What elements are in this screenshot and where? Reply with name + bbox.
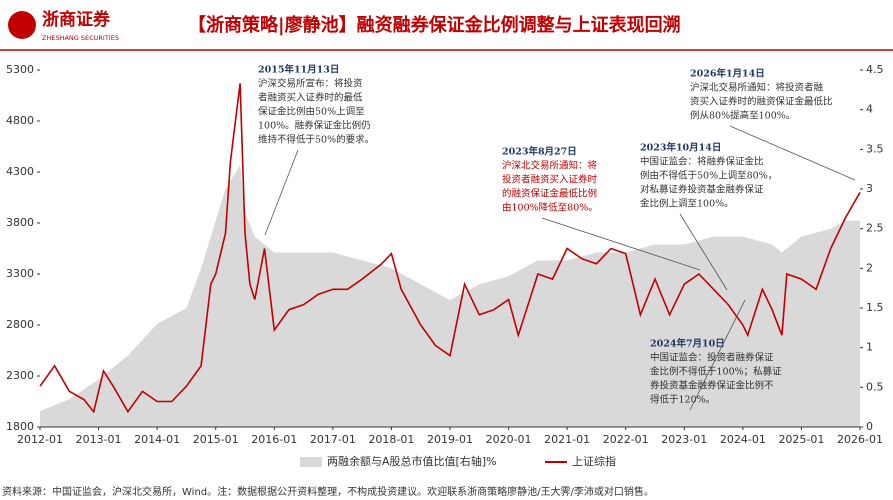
y-tick-label: 3800 [6, 216, 34, 229]
y2-tick-label: 1 [866, 341, 873, 354]
y-tick-label: 4800 [6, 114, 34, 127]
x-tick-label: 2017-01 [310, 433, 356, 446]
y-tick-label: 1800 [6, 420, 34, 433]
logo: 浙商证券 [42, 9, 111, 30]
annotation-text: 由100%降低至80%。 [502, 202, 598, 214]
y2-tick-label: 0.5 [866, 380, 884, 393]
annotation-text: 沪深交易所宣布：将投资 [258, 78, 363, 90]
annotation-text: 者融资买入证券时的最低 [258, 92, 363, 104]
y2-tick-label: 1.5 [866, 301, 884, 314]
annotation-date: 2026年1月14日 [690, 68, 765, 80]
annotation-text: 资买入证券时的融资保证金最低比 [690, 96, 833, 108]
annotation-text: 金比例不得低于100%；私募证 [650, 366, 782, 378]
annotation-date: 2015年11月13日 [258, 64, 339, 76]
annotation-date: 2023年8月27日 [502, 146, 577, 158]
annotation-text: 券投资基金融券保证金比例不 [650, 380, 774, 392]
annotation-pointer [541, 217, 701, 271]
annotation-text: 100%。融券保证金比例仍 [258, 120, 371, 132]
x-tick-label: 2025-01 [778, 433, 824, 446]
title: 【浙商策略|廖静池】融资融券保证金比例调整与上证表现回溯 [188, 14, 681, 36]
annotation-text: 维持不得低于50%的要求。 [258, 134, 374, 146]
x-tick-label: 2018-01 [368, 433, 414, 446]
annotation-text: 中国证监会：将融券保证金比 [640, 156, 764, 168]
y-tick-label: 2300 [6, 369, 34, 382]
legend-swatch [300, 457, 322, 467]
x-tick-label: 2024-01 [720, 433, 766, 446]
y2-tick-label: 4.5 [866, 63, 884, 76]
x-tick-label: 2020-01 [486, 433, 532, 446]
annotation-pointer [689, 299, 746, 411]
annotation-date: 2024年7月10日 [650, 338, 725, 350]
x-tick-label: 2026-01 [837, 433, 883, 446]
x-tick-label: 2013-01 [76, 433, 122, 446]
annotation-text: 沪深北交易所通知：将投资者融 [690, 82, 824, 94]
annotation-text: 的融资保证金最低比例 [502, 188, 597, 200]
annotation-date: 2023年10月14日 [640, 142, 721, 154]
y-tick-label: 3300 [6, 267, 34, 280]
y-tick-label: 4300 [6, 165, 34, 178]
annotation-pointer [264, 149, 299, 236]
y2-tick-label: 0 [866, 420, 873, 433]
annotation-text: 例由不得低于50%上调至80%， [640, 170, 777, 182]
legend-label: 两融余额与A股总市值比值[右轴]% [327, 454, 497, 468]
legend-label: 上证综指 [572, 454, 616, 468]
annotation-text: 得低于120%。 [650, 394, 715, 406]
y2-tick-label: 4 [866, 103, 873, 116]
y2-tick-label: 2.5 [866, 222, 884, 235]
y-tick-label: 2800 [6, 318, 34, 331]
line [39, 83, 861, 414]
x-tick-label: 2019-01 [427, 433, 473, 446]
annotation-pointer [729, 125, 856, 181]
x-tick-label: 2016-01 [251, 433, 297, 446]
x-tick-label: 2022-01 [603, 433, 649, 446]
logo-en: ZHESHANG SECURITIES [42, 34, 119, 42]
x-tick-label: 2023-01 [661, 433, 707, 446]
annotation-text: 金比例上调至100%。 [640, 198, 734, 210]
annotation-text: 投资者融资买入证券时 [502, 174, 598, 186]
annotation-text: 例从80%提高至100%。 [690, 110, 795, 122]
logo-icon [8, 11, 36, 39]
x-tick-label: 2014-01 [134, 433, 180, 446]
x-tick-label: 2012-01 [17, 433, 63, 446]
annotation-pointer [679, 213, 728, 291]
annotation-text: 中国证监会：投资者融券保证 [650, 352, 774, 364]
x-tick-label: 2015-01 [193, 433, 239, 446]
y2-tick-label: 2 [866, 261, 873, 274]
footer: 资料来源：中国证监会，沪深北交易所，Wind。注：数据根据公开资料整理，不构成投… [2, 485, 654, 498]
y2-tick-label: 3.5 [866, 142, 884, 155]
y2-tick-label: 3 [866, 182, 873, 195]
annotation-text: 对私募证券投资基金融券保证 [640, 184, 764, 196]
y-tick-label: 5300 [6, 63, 34, 76]
x-tick-label: 2021-01 [544, 433, 590, 446]
annotation-text: 保证金比例由50%上调至 [258, 106, 365, 118]
annotation-text: 沪深北交易所通知：将 [502, 160, 598, 172]
